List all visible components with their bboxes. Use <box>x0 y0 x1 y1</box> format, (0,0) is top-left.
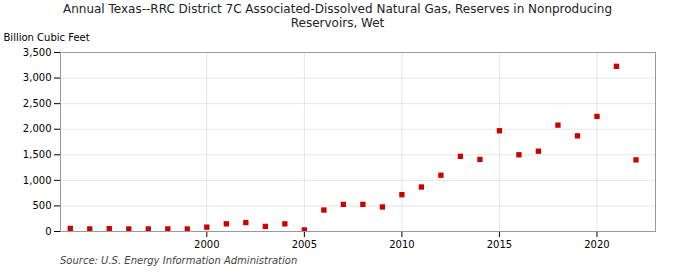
html-text:Annual Texas--RRC District 7C: Annual Texas--RRC District 7C Associated… <box>63 2 612 30</box>
svg-text:2020: 2020 <box>584 239 609 250</box>
svg-text:2005: 2005 <box>292 239 317 250</box>
svg-text:0: 0 <box>45 226 51 237</box>
svg-text:2010: 2010 <box>389 239 414 250</box>
svg-text:3,000: 3,000 <box>23 72 52 83</box>
svg-text:1,000: 1,000 <box>23 175 52 186</box>
html-text:Source: U.S. Energy Informatio: Source: U.S. Energy Information Administ… <box>60 255 298 266</box>
svg-text:2,500: 2,500 <box>23 98 52 109</box>
svg-text:Billion Cubic Feet: Billion Cubic Feet <box>4 32 90 43</box>
svg-text:2000: 2000 <box>194 239 219 250</box>
svg-text:2,000: 2,000 <box>23 123 52 134</box>
svg-text:1,500: 1,500 <box>23 149 52 160</box>
svg-text:500: 500 <box>32 200 51 211</box>
svg-text:2015: 2015 <box>487 239 512 250</box>
svg-text:3,500: 3,500 <box>23 47 52 58</box>
